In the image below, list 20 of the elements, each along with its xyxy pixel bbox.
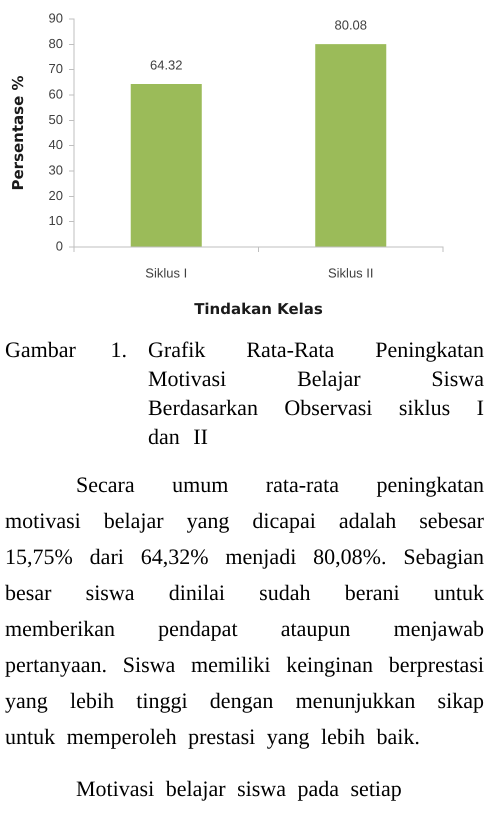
- data-label: 80.08: [334, 18, 368, 33]
- x-tick-label: Siklus II: [328, 265, 374, 280]
- y-tick-label: 20: [48, 188, 63, 203]
- y-tick-label: 70: [48, 61, 63, 76]
- y-tick-label: 50: [48, 112, 63, 127]
- y-axis-title: Persentase %: [8, 76, 27, 190]
- y-tick-label: 40: [48, 137, 63, 152]
- y-tick-label: 30: [48, 162, 63, 178]
- text: Gambar 1.: [5, 336, 127, 364]
- data-label: 64.32: [150, 58, 183, 73]
- y-tick-label: 10: [48, 213, 63, 228]
- text: Grafik Rata-Rata Peningkatan Motivasi Belajar Siswa Berdasarkan Observasi siklus I dan II: [148, 336, 484, 451]
- x-tick-label: Siklus I: [145, 265, 188, 280]
- y-tick-label: 0: [56, 238, 63, 254]
- y-tick-label: 80: [48, 36, 63, 51]
- y-tick-label: 60: [48, 86, 63, 102]
- x-axis-title: Tindakan Kelas: [194, 300, 323, 318]
- y-tick-label: 90: [48, 10, 63, 26]
- text: Secara umum rata-rata peningkatan motivasi belajar yang dicapai adalah sebesar 15,75% dari 64,32% menjadi 80,08%. Sebagian besar siswa dinilai sudah berani untuk memberikan pendapat ataupun menjawab pertanyaan. Siswa memiliki keinginan berprestasi yang lebih tinggi dengan menunjukkan sikap untuk memperoleh prestasi yang lebih baik.: [5, 471, 484, 751]
- text: Motivasi belajar siswa pada setiap: [75, 775, 403, 803]
